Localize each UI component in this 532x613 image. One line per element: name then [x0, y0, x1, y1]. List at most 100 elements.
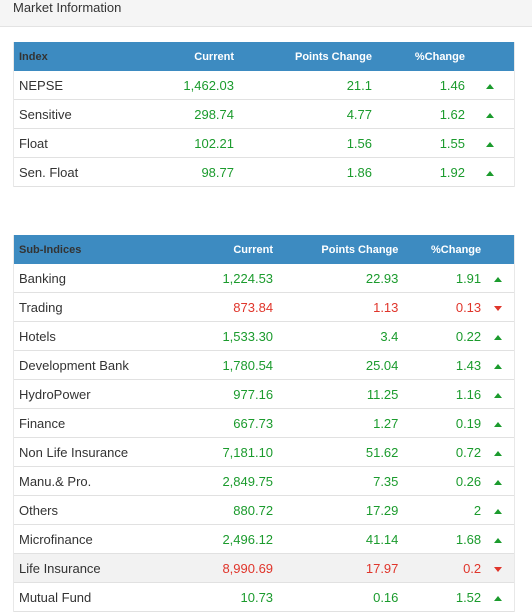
- row-current: 2,849.75: [173, 466, 274, 496]
- row-trend: [481, 379, 514, 409]
- row-current: 102.21: [124, 128, 234, 158]
- triangle-up-icon: [493, 508, 502, 514]
- table-row[interactable]: Finance 667.73 1.27 0.19: [14, 408, 514, 438]
- row-pct-change: 1.16: [398, 379, 482, 409]
- row-current: 2,496.12: [173, 524, 274, 554]
- row-trend: [481, 321, 514, 351]
- row-points-change: 22.93: [273, 264, 399, 293]
- row-points-change: 1.86: [234, 157, 372, 187]
- col-header-points-change: Points Change: [321, 243, 399, 256]
- col-header-arrow: [481, 235, 514, 264]
- subindex-panel: Sub-Indices Current Points Change %Chang…: [13, 235, 515, 612]
- row-points-change: 51.62: [273, 437, 399, 467]
- table-row[interactable]: Life Insurance 8,990.69 17.97 0.2: [14, 553, 514, 583]
- triangle-up-icon: [493, 537, 502, 543]
- triangle-up-icon: [485, 112, 494, 118]
- table-row[interactable]: Microfinance 2,496.12 41.14 1.68: [14, 524, 514, 554]
- table-row[interactable]: Banking 1,224.53 22.93 1.91: [14, 264, 514, 293]
- row-current: 1,533.30: [173, 321, 274, 351]
- row-pct-change: 1.46: [372, 71, 465, 100]
- triangle-up-icon: [493, 334, 502, 340]
- row-points-change: 17.97: [273, 553, 399, 583]
- row-name: Life Insurance: [14, 553, 174, 583]
- row-points-change: 21.1: [234, 71, 372, 100]
- row-trend: [481, 350, 514, 380]
- row-current: 8,990.69: [173, 553, 274, 583]
- triangle-up-icon: [493, 479, 502, 485]
- row-pct-change: 0.2: [398, 553, 482, 583]
- row-current: 880.72: [173, 495, 274, 525]
- table-row[interactable]: Non Life Insurance 7,181.10 51.62 0.72: [14, 437, 514, 467]
- col-header-points-change: Points Change: [294, 50, 372, 63]
- row-trend: [481, 292, 514, 322]
- col-header-pct-change: %Change: [414, 50, 465, 63]
- triangle-up-icon: [485, 170, 494, 176]
- row-pct-change: 0.26: [398, 466, 482, 496]
- triangle-up-icon: [493, 276, 502, 282]
- row-name: Non Life Insurance: [14, 437, 174, 467]
- col-header-current: Current: [194, 50, 234, 63]
- row-pct-change: 1.68: [398, 524, 482, 554]
- row-current: 1,780.54: [173, 350, 274, 380]
- row-pct-change: 1.92: [372, 157, 465, 187]
- index-table: Index Current Points Change %Change NEPS…: [14, 42, 514, 187]
- row-name: Finance: [14, 408, 174, 438]
- row-points-change: 3.4: [273, 321, 399, 351]
- triangle-up-icon: [485, 83, 494, 89]
- table-row[interactable]: Others 880.72 17.29 2: [14, 495, 514, 525]
- row-name: Mutual Fund: [14, 582, 174, 612]
- table-row[interactable]: Sensitive 298.74 4.77 1.62: [14, 99, 514, 129]
- row-points-change: 25.04: [273, 350, 399, 380]
- col-header-current: Current: [233, 243, 274, 256]
- row-points-change: 1.13: [273, 292, 399, 322]
- table-row[interactable]: HydroPower 977.16 11.25 1.16: [14, 379, 514, 409]
- row-trend: [481, 466, 514, 496]
- row-trend: [465, 128, 514, 158]
- row-trend: [481, 582, 514, 612]
- row-pct-change: 1.52: [398, 582, 482, 612]
- table-row[interactable]: Float 102.21 1.56 1.55: [14, 128, 514, 158]
- col-header-subindices: Sub-Indices: [19, 243, 82, 256]
- row-name: Manu.& Pro.: [14, 466, 174, 496]
- row-trend: [481, 553, 514, 583]
- row-points-change: 0.16: [273, 582, 399, 612]
- index-table-header: Index Current Points Change %Change: [14, 42, 514, 71]
- row-current: 667.73: [173, 408, 274, 438]
- row-name: Sen. Float: [14, 157, 124, 187]
- row-pct-change: 0.22: [398, 321, 482, 351]
- row-current: 7,181.10: [173, 437, 274, 467]
- row-points-change: 11.25: [273, 379, 399, 409]
- table-row[interactable]: NEPSE 1,462.03 21.1 1.46: [14, 71, 514, 100]
- triangle-up-icon: [493, 421, 502, 427]
- row-name: Sensitive: [14, 99, 124, 129]
- row-trend: [481, 437, 514, 467]
- row-current: 1,462.03: [124, 71, 234, 100]
- row-trend: [481, 408, 514, 438]
- col-header-index: Index: [19, 50, 48, 63]
- row-current: 1,224.53: [173, 264, 274, 293]
- table-row[interactable]: Mutual Fund 10.73 0.16 1.52: [14, 582, 514, 612]
- row-name: Development Bank: [14, 350, 174, 380]
- subindex-table: Sub-Indices Current Points Change %Chang…: [14, 235, 514, 612]
- triangle-up-icon: [493, 595, 502, 601]
- row-current: 873.84: [173, 292, 274, 322]
- table-row[interactable]: Development Bank 1,780.54 25.04 1.43: [14, 350, 514, 380]
- row-name: Float: [14, 128, 124, 158]
- row-pct-change: 1.43: [398, 350, 482, 380]
- row-pct-change: 1.91: [398, 264, 482, 293]
- row-name: HydroPower: [14, 379, 174, 409]
- table-row[interactable]: Manu.& Pro. 2,849.75 7.35 0.26: [14, 466, 514, 496]
- table-row[interactable]: Sen. Float 98.77 1.86 1.92: [14, 157, 514, 187]
- row-pct-change: 0.72: [398, 437, 482, 467]
- row-trend: [465, 99, 514, 129]
- row-trend: [465, 157, 514, 187]
- row-name: NEPSE: [14, 71, 124, 100]
- table-row[interactable]: Trading 873.84 1.13 0.13: [14, 292, 514, 322]
- row-pct-change: 1.55: [372, 128, 465, 158]
- row-name: Microfinance: [14, 524, 174, 554]
- row-trend: [465, 71, 514, 100]
- section-header: Market Information: [0, 0, 532, 27]
- table-row[interactable]: Hotels 1,533.30 3.4 0.22: [14, 321, 514, 351]
- col-header-pct-change: %Change: [431, 243, 482, 256]
- row-points-change: 4.77: [234, 99, 372, 129]
